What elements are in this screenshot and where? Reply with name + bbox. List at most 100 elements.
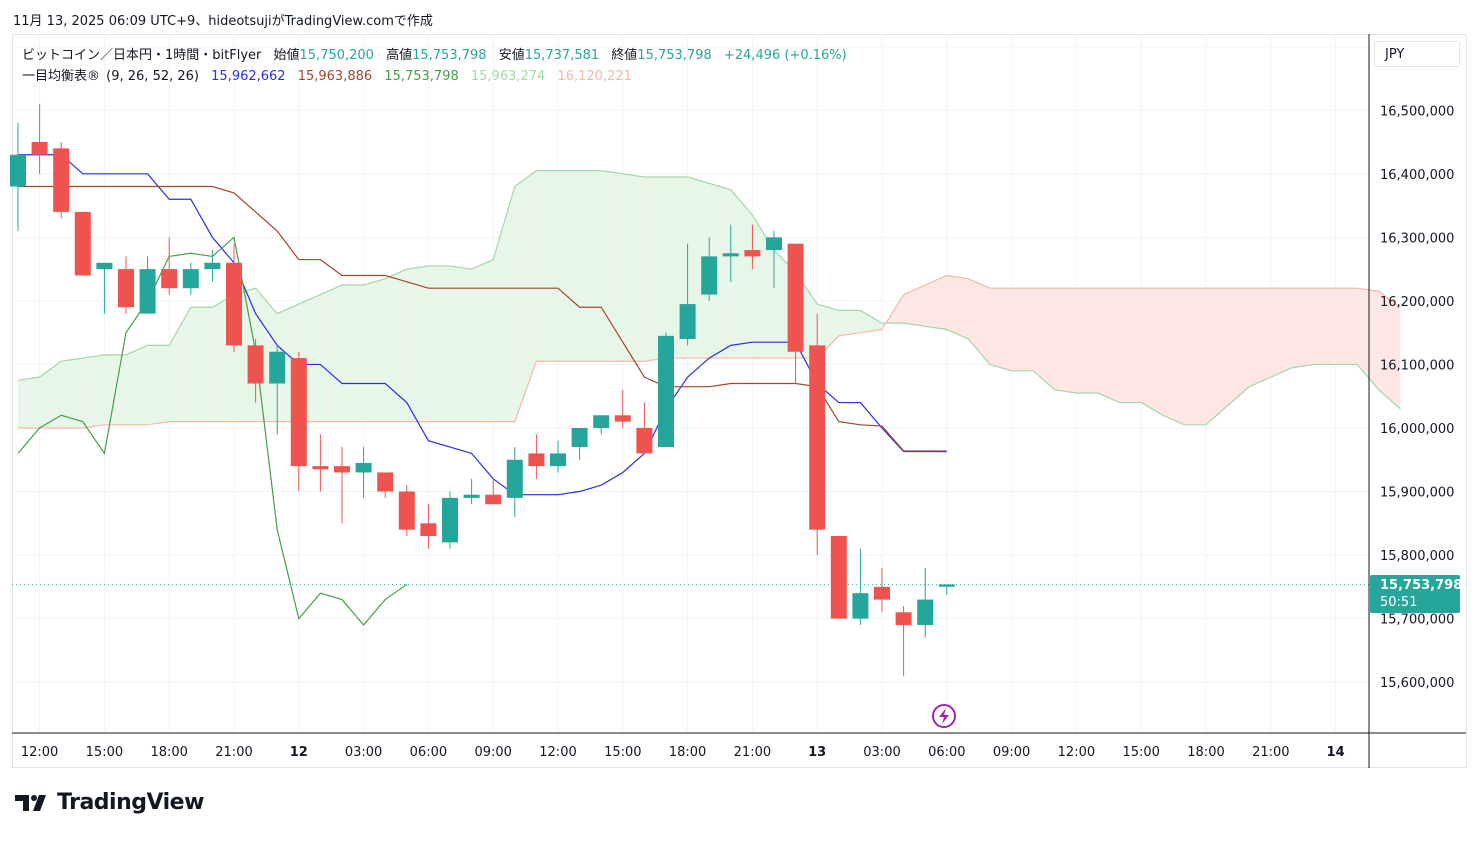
candle [74, 211, 91, 276]
open-label: 始値 [273, 48, 300, 63]
chart-legend: ビットコイン／日本円・1時間・bitFlyer 始値15,750,200 高値 1… [22, 45, 849, 87]
candle [658, 332, 674, 448]
cloud-segment [1378, 291, 1401, 409]
time-tick-label: 12 [290, 745, 308, 760]
candle [463, 478, 480, 505]
lightning-icon[interactable] [932, 704, 956, 728]
candle-body [528, 453, 545, 467]
cloud-segment [968, 278, 990, 365]
ichimoku-label[interactable]: 一目均衡表® [22, 69, 101, 84]
cloud-segment [1141, 288, 1163, 416]
cloud-segment [925, 275, 947, 330]
legend-row-price: ビットコイン／日本円・1時間・bitFlyer 始値15,750,200 高値 1… [22, 45, 849, 66]
time-tick-label: 18:00 [150, 745, 187, 760]
close-value: 15,753,798 [637, 48, 712, 63]
time-tick-label: 03:00 [345, 745, 382, 760]
candle-body [204, 262, 221, 270]
candle-body [938, 584, 955, 587]
candle-body [722, 253, 739, 257]
cloud-segment [1054, 288, 1077, 394]
bar-countdown: 50:51 [1380, 595, 1418, 610]
candle [182, 262, 199, 295]
cloud-segment [147, 345, 170, 425]
candle [766, 230, 782, 289]
candle [377, 472, 394, 498]
chart-frame [12, 34, 1467, 768]
candle-body [701, 256, 718, 295]
candle-body [442, 497, 458, 543]
time-tick-label: 18:00 [669, 745, 706, 760]
cloud-segment [1162, 288, 1185, 425]
candle-body [506, 459, 523, 498]
candle-body [334, 466, 350, 473]
candle-body [744, 250, 761, 257]
candle [269, 345, 286, 435]
low-value: 15,737,581 [524, 48, 600, 63]
cloud-segment [1249, 288, 1271, 387]
cloud-segment [1184, 288, 1206, 425]
kijun-line [18, 185, 947, 452]
cloud-segment [61, 358, 83, 428]
high-label: 高値 [386, 48, 413, 63]
candle [528, 434, 545, 479]
candle-body [550, 453, 566, 467]
candle [247, 339, 264, 403]
cloud-segment [406, 265, 429, 422]
header-caption: 11月 13, 2025 06:09 UTC+9、hideotsujiがTrad… [13, 14, 433, 29]
cloud-segment [1314, 288, 1336, 365]
cloud-segment [946, 275, 969, 340]
time-tick-label: 21:00 [215, 745, 252, 760]
span-a-line [17, 170, 1401, 426]
candle-body [636, 427, 653, 454]
cloud-segment [860, 310, 882, 333]
price-tick-label: 15,700,000 [1380, 613, 1454, 628]
time-axis: 12:00 15:00 18:00 21:00 12 03:00 06:00 09:00 12:… [21, 745, 1345, 760]
cloud-segment [1119, 288, 1142, 403]
last-price-tag: 15,753,798 50:51 [1370, 575, 1462, 613]
price-tick-label: 16,500,000 [1380, 104, 1454, 119]
legend-row-ichimoku: 一目均衡表® (9, 26, 52, 26) 15,962,662 15,963… [22, 66, 849, 87]
candle [744, 224, 761, 270]
tenkan-value: 15,962,662 [211, 69, 286, 84]
candle-body [31, 142, 48, 155]
price-tick-label: 15,900,000 [1380, 486, 1454, 501]
cloud-segment [493, 186, 515, 422]
time-tick-label: 12:00 [539, 745, 576, 760]
candle [355, 447, 372, 498]
time-tick-label: 09:00 [993, 745, 1030, 760]
candle [420, 504, 437, 549]
price-tick-label: 16,300,000 [1380, 231, 1454, 246]
candle [895, 605, 912, 676]
time-tick-label: 21:00 [734, 745, 771, 760]
cloud-segment [1206, 288, 1228, 425]
cloud-segment [1292, 288, 1314, 368]
candle [398, 485, 415, 537]
currency-selector[interactable]: JPY [1374, 41, 1460, 67]
cloud-segment [990, 288, 1012, 371]
cloud-segment [363, 278, 386, 422]
candle-body [377, 472, 394, 492]
candle-body [463, 494, 480, 498]
candle-body [874, 586, 890, 600]
cloud-segment [428, 265, 450, 422]
symbol-label[interactable]: ビットコイン／日本円・1時間・bitFlyer [22, 48, 262, 63]
candle-body [852, 593, 869, 619]
time-tick-label: 18:00 [1187, 745, 1224, 760]
cloud-segment [385, 269, 407, 422]
cloud-segment [622, 173, 645, 362]
candle-body [74, 211, 91, 276]
open-value: 15,750,200 [299, 48, 374, 63]
candle [614, 389, 631, 428]
cloud-segment [601, 170, 623, 362]
candle-body [593, 415, 610, 428]
tradingview-logo[interactable]: TradingView [15, 790, 204, 815]
candle [139, 256, 156, 314]
cloud-segment [817, 304, 839, 359]
candle-body [226, 262, 242, 346]
cloud-segment [514, 170, 537, 422]
price-tick-label: 15,600,000 [1380, 676, 1454, 691]
candles [10, 103, 955, 676]
candle [226, 243, 242, 352]
candle-body [290, 358, 307, 467]
